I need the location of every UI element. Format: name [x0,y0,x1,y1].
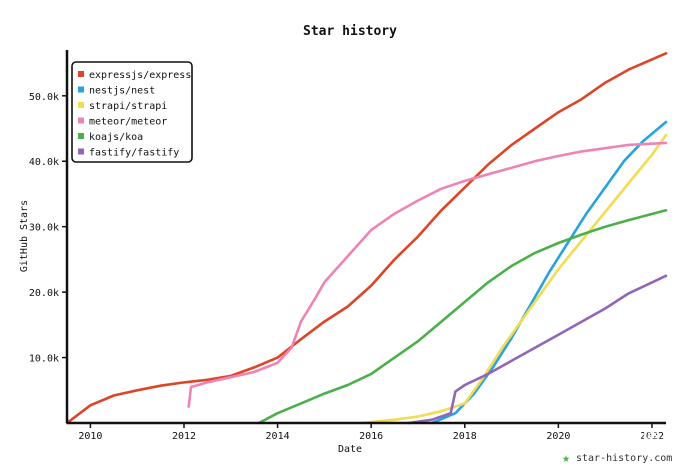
x-tick-layer: 2010 2012 2014 2016 2018 2020 2022 [78,423,664,442]
legend-items: expressjs/express nestjs/nest strapi/strap… [78,70,191,159]
legend-label: koajs/koa [89,132,143,143]
series-layer [65,51,668,425]
legend-label: nestjs/nest [89,86,155,97]
series-line-0 [65,51,668,425]
y-tick-layer: 10.0k 20.0k 30.0k 40.0k 50.0k [29,92,67,365]
legend-swatch [78,117,84,124]
x-axis-title: Date [338,444,362,455]
x-tick-label: 2018 [453,431,477,442]
x-tick-label: 2016 [359,431,383,442]
y-tick-label: 20.0k [29,288,59,299]
x-tick-label: 2022 [640,431,664,442]
legend-label: strapi/strapi [89,101,167,112]
y-tick-label: 50.0k [29,92,59,103]
x-tick-label: 2012 [172,431,196,442]
star-logo-icon: ★ [562,451,570,466]
legend-swatch [78,71,84,77]
series-line-1 [430,120,668,425]
legend-swatch [78,148,84,155]
y-axis-title: GitHub Stars [19,200,30,272]
series-line-5 [407,274,668,425]
series-line-4 [257,209,668,425]
series-line-2 [360,133,668,425]
legend-label: meteor/meteor [89,117,167,128]
series-line-3 [187,141,668,408]
watermark: 知乎 @知善 [586,429,660,446]
x-tick-label: 2014 [266,431,290,442]
footer-brand-text: star-history.com [576,453,672,464]
y-tick-label: 40.0k [29,157,59,168]
y-tick-label: 10.0k [29,354,59,365]
legend-swatch [78,102,84,108]
chart-title: Star history [303,24,397,39]
legend-label: expressjs/express [89,70,191,81]
x-tick-label: 2010 [78,431,102,442]
y-tick-label: 30.0k [29,223,59,234]
legend-swatch [78,133,84,139]
legend: expressjs/express nestjs/nest strapi/strap… [71,61,193,163]
legend-swatch [78,86,84,93]
footer-brand[interactable]: ★ star-history.com [562,451,672,466]
legend-box [71,61,193,163]
legend-label: fastify/fastify [89,148,179,159]
x-tick-label: 2020 [546,431,570,442]
